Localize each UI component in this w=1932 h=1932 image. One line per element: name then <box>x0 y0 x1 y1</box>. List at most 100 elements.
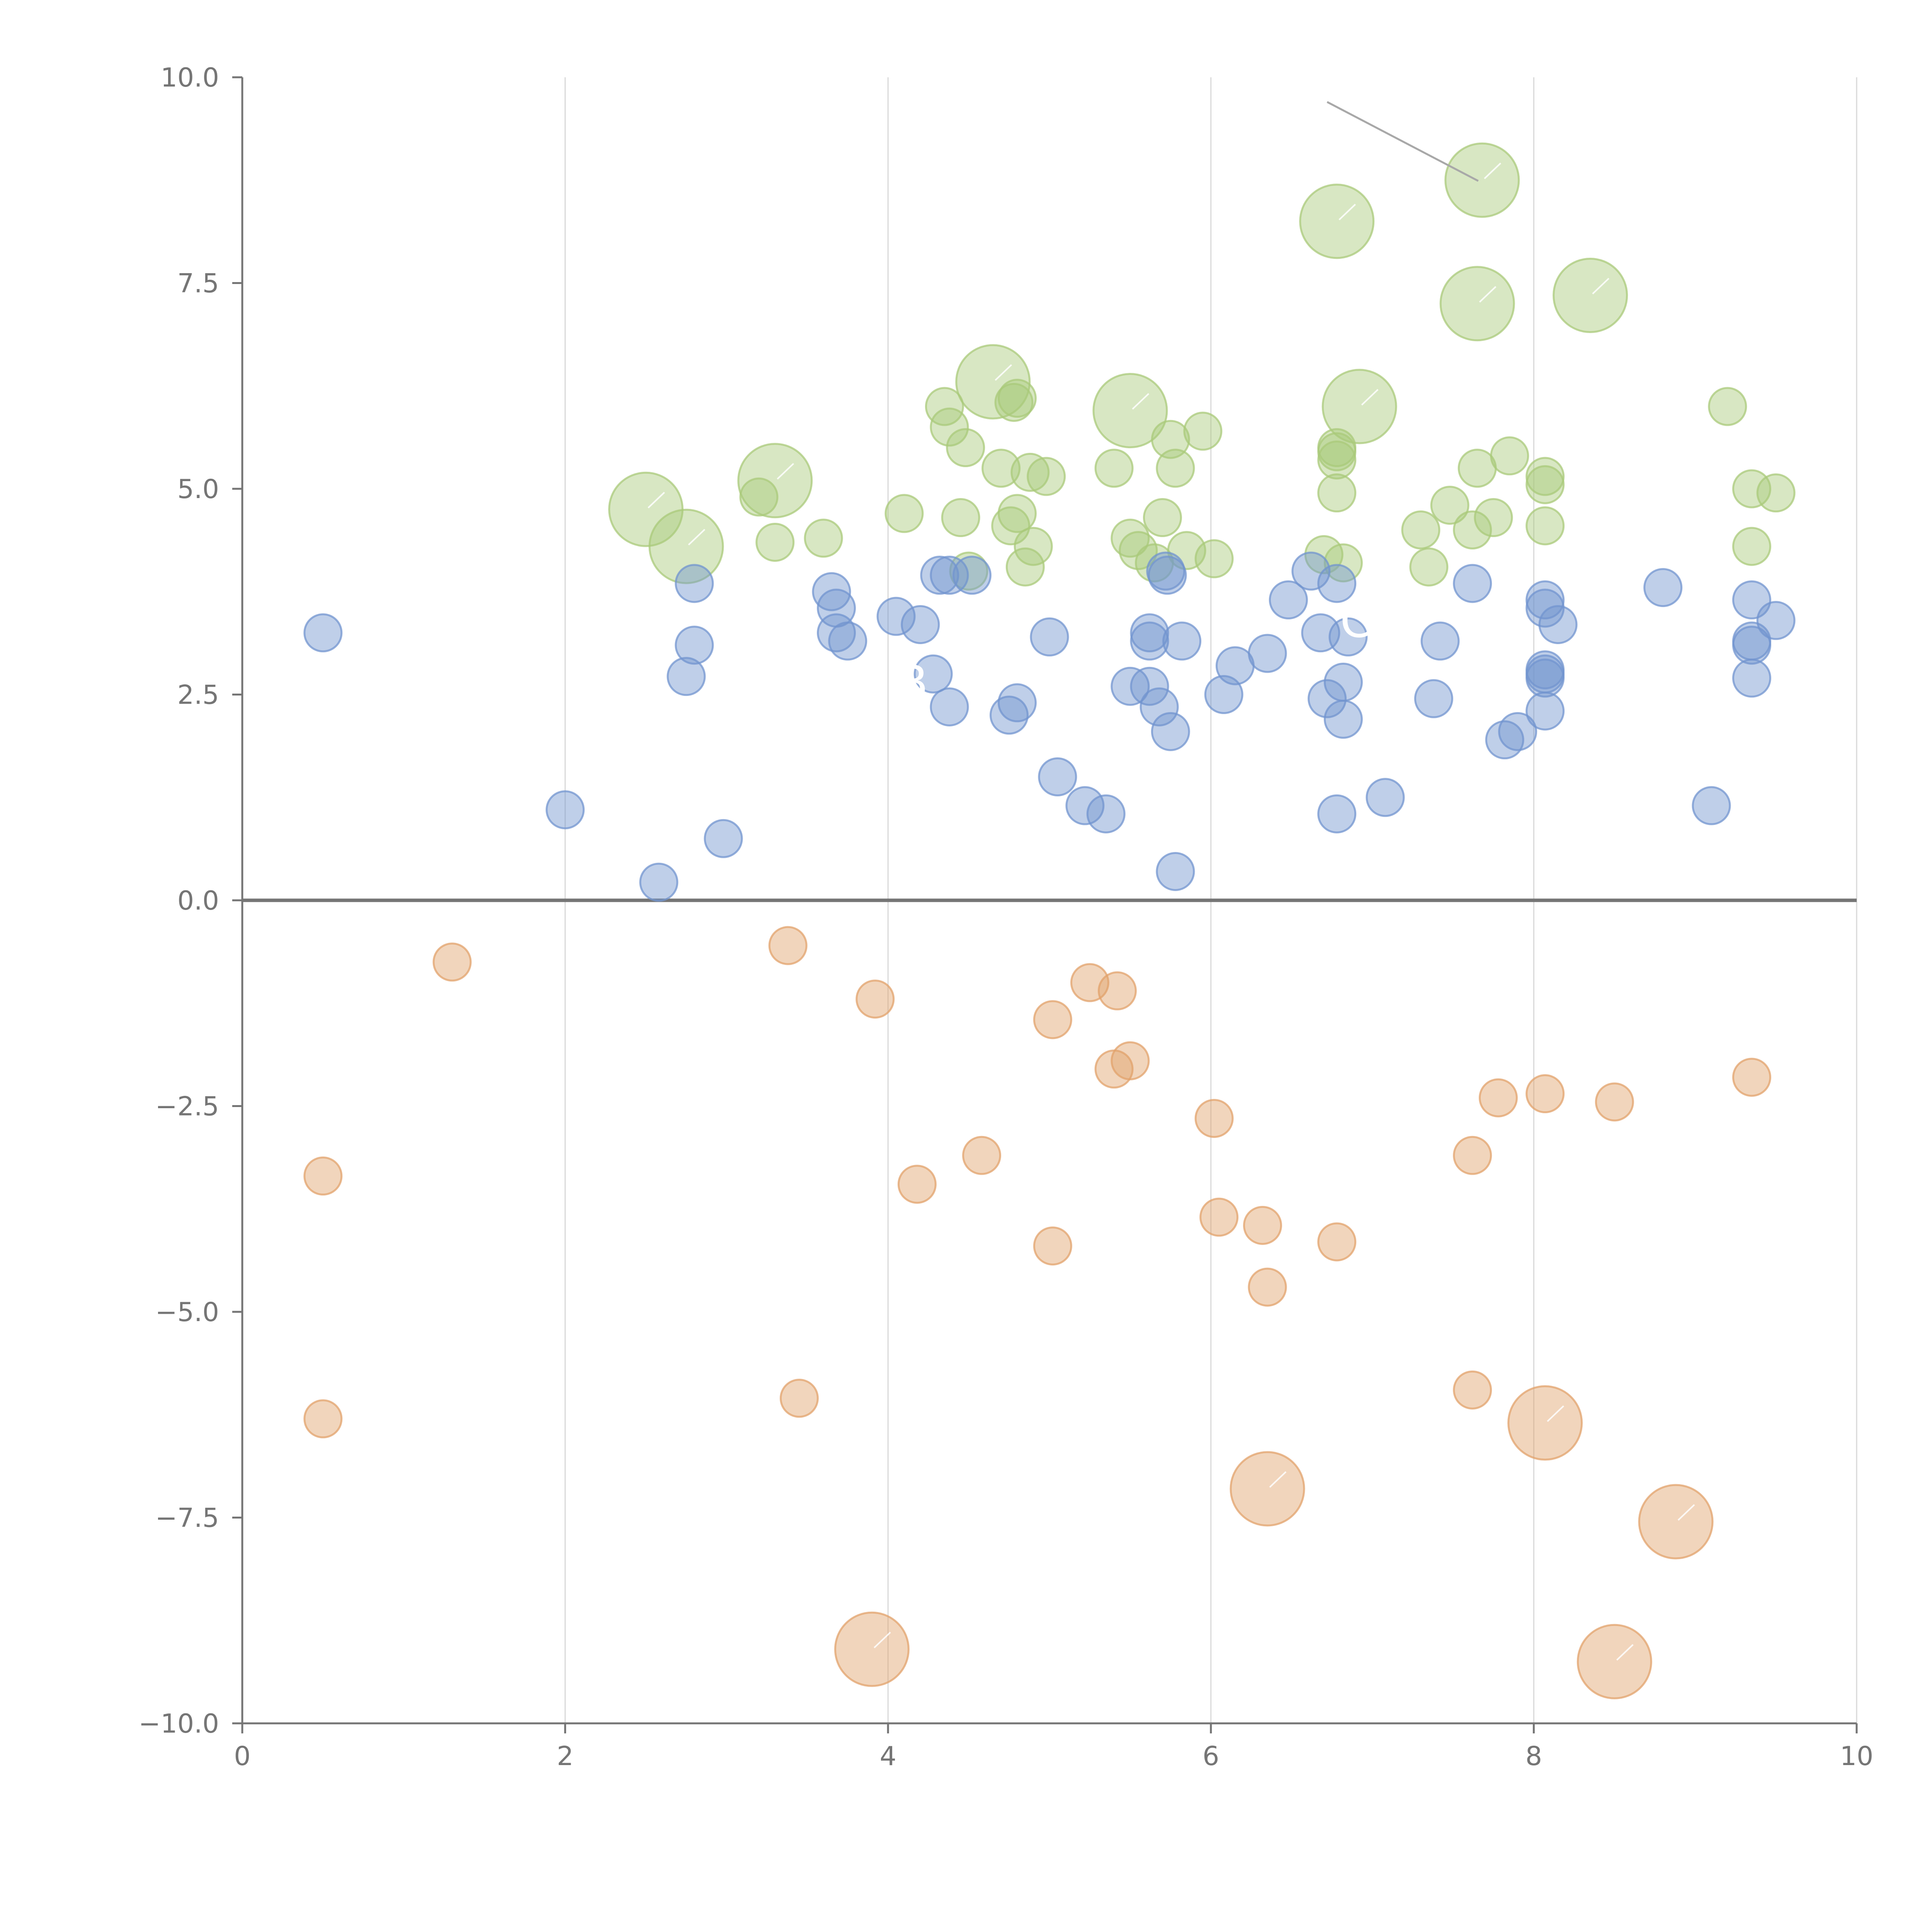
data-point <box>1065 786 1105 825</box>
data-point <box>1323 663 1363 702</box>
data-point <box>1204 675 1243 714</box>
data-point <box>1005 547 1045 587</box>
data-point <box>946 428 985 467</box>
data-point <box>1414 679 1453 718</box>
data-point <box>1526 506 1565 546</box>
series-blue <box>303 551 1796 902</box>
y-tick-label: 5.0 <box>177 474 219 505</box>
data-point <box>768 926 808 965</box>
data-point <box>1732 1058 1771 1097</box>
y-tick-label: −7.5 <box>155 1503 219 1534</box>
data-point <box>1304 535 1344 574</box>
data-point <box>1156 449 1195 488</box>
data-point <box>1317 1222 1357 1262</box>
data-point <box>1317 432 1357 471</box>
data-point <box>930 407 969 447</box>
data-point <box>1162 621 1202 661</box>
data-point <box>1526 457 1565 496</box>
data-point <box>1230 1451 1305 1527</box>
data-point <box>648 509 724 584</box>
data-point <box>901 605 940 644</box>
annotation-label: C <box>1340 594 1372 648</box>
bubble-callout <box>1132 393 1150 410</box>
y-tick-label: −10.0 <box>139 1709 219 1739</box>
bubble-callout <box>777 463 794 480</box>
data-point <box>1478 1078 1518 1117</box>
data-point <box>997 379 1037 418</box>
bubble-callout <box>1269 1471 1287 1488</box>
y-tick-label: −5.0 <box>155 1297 219 1328</box>
data-point <box>1430 486 1469 525</box>
data-point <box>1151 712 1190 751</box>
data-point <box>913 654 953 694</box>
data-point <box>1444 142 1520 218</box>
data-point <box>1420 621 1460 661</box>
data-point <box>1643 568 1683 607</box>
bubble-callout <box>1479 286 1497 303</box>
data-point <box>1453 1136 1492 1175</box>
data-point <box>1756 601 1796 640</box>
data-point <box>1732 658 1771 698</box>
data-point <box>1111 1041 1150 1080</box>
data-point <box>1248 1267 1287 1307</box>
data-point <box>1033 1226 1072 1266</box>
data-point <box>1538 605 1578 644</box>
data-point <box>1756 473 1796 513</box>
data-point <box>1151 420 1190 459</box>
data-point <box>667 657 706 696</box>
data-point <box>303 1399 343 1439</box>
x-tick-label: 4 <box>880 1741 896 1772</box>
x-tick-label: 2 <box>557 1741 573 1772</box>
data-point <box>704 819 743 858</box>
x-tick-label: 6 <box>1202 1741 1219 1772</box>
data-point <box>1595 1082 1634 1122</box>
data-point <box>1317 564 1357 603</box>
data-point <box>1732 626 1771 665</box>
data-point <box>1097 971 1137 1010</box>
leader-line <box>1327 101 1479 182</box>
data-point <box>920 556 959 595</box>
data-point <box>1526 588 1565 628</box>
data-point <box>546 790 585 830</box>
x-tick-label: 8 <box>1526 1741 1542 1772</box>
data-point <box>1577 1624 1652 1699</box>
data-point <box>1526 580 1565 620</box>
data-point <box>804 519 843 558</box>
data-point <box>1269 580 1308 620</box>
data-point <box>1094 449 1134 488</box>
data-point <box>639 862 679 902</box>
bubble-callout <box>1592 278 1610 294</box>
data-point <box>1027 457 1066 496</box>
data-point <box>1130 621 1169 661</box>
data-point <box>1130 613 1169 653</box>
bubble-callout <box>688 529 706 546</box>
series-green <box>608 142 1796 591</box>
series-orange <box>303 926 1771 1699</box>
data-point <box>941 498 980 537</box>
data-point <box>897 1165 937 1204</box>
data-point <box>1692 786 1731 825</box>
data-point <box>930 687 969 726</box>
data-point <box>876 597 916 636</box>
data-point <box>779 1379 819 1418</box>
data-point <box>432 942 472 982</box>
data-point <box>1317 440 1357 480</box>
data-point <box>737 443 813 519</box>
bubble-callout <box>1484 162 1502 179</box>
data-point <box>1490 436 1529 476</box>
data-point <box>1638 1484 1714 1560</box>
data-point <box>1143 498 1182 537</box>
data-point <box>1194 1099 1234 1138</box>
data-point <box>1474 498 1513 537</box>
data-point <box>739 477 779 517</box>
data-point <box>1183 412 1223 451</box>
bubble-callout <box>995 364 1012 381</box>
data-point <box>1439 266 1515 342</box>
data-point <box>1014 527 1053 566</box>
data-point <box>1321 369 1397 444</box>
data-point <box>1526 658 1565 698</box>
data-point <box>997 494 1037 533</box>
data-point <box>1086 794 1126 833</box>
bubble-callout <box>874 1631 891 1648</box>
